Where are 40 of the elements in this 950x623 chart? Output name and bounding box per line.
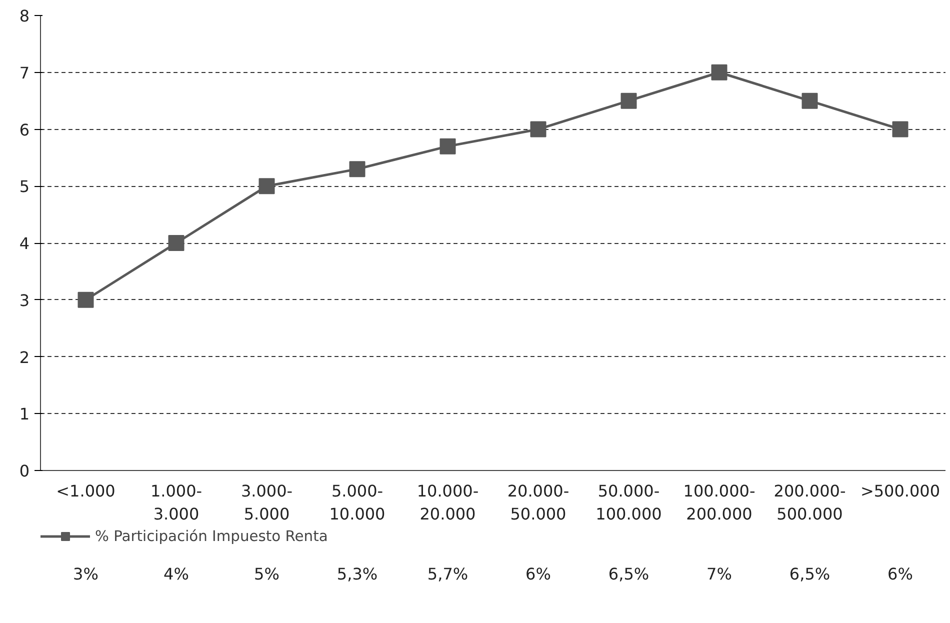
point	[530, 121, 546, 138]
y-tick-label: 0	[19, 462, 30, 480]
x-tick-label: >500.000	[860, 482, 940, 500]
data-label: 4%	[164, 564, 189, 584]
point	[892, 121, 908, 138]
x-tick-label: 5.000-10.000	[329, 482, 386, 524]
x-tick-label: 20.000-50.000	[507, 482, 570, 524]
point	[620, 92, 637, 109]
data-label: 3%	[73, 564, 98, 584]
point	[349, 161, 366, 178]
y-tick-label: 2	[19, 348, 30, 367]
data-label: 5,3%	[336, 564, 378, 584]
point	[168, 235, 184, 251]
x-tick-label: 3.000-5.000	[240, 482, 293, 524]
y-tick-label: 7	[19, 63, 30, 82]
point	[711, 64, 728, 80]
data-label: 5%	[254, 564, 280, 584]
data-label: 7%	[706, 564, 732, 584]
legend-label: % Participación Impuesto Renta	[95, 528, 328, 544]
x-tick-label: 10.000-20.000	[416, 482, 479, 524]
y-tick-label: 1	[19, 404, 30, 424]
x-tick-label: 100.000-200.000	[683, 482, 756, 524]
x-tick-label: 200.000-500.000	[774, 482, 846, 524]
y-tick-label: 6	[19, 120, 30, 140]
point	[258, 178, 275, 194]
x-tick-label: 50.000-100.000	[596, 482, 662, 524]
y-tick-label: 4	[19, 234, 30, 253]
data-label: 6%	[888, 564, 913, 584]
y-tick-label: 5	[19, 177, 30, 196]
data-label: 6,5%	[789, 564, 830, 584]
point	[802, 92, 818, 109]
data-label: 6%	[526, 564, 551, 584]
x-tick-label: 1.000-3.000	[150, 482, 202, 524]
y-tick-label: 8	[19, 6, 30, 26]
point	[78, 292, 94, 308]
y-tick-label: 3	[19, 290, 30, 310]
x-tick-label: <1.000	[56, 482, 116, 500]
data-label: 6,5%	[608, 564, 650, 584]
data-label: 5,7%	[427, 564, 468, 584]
point	[440, 138, 456, 154]
